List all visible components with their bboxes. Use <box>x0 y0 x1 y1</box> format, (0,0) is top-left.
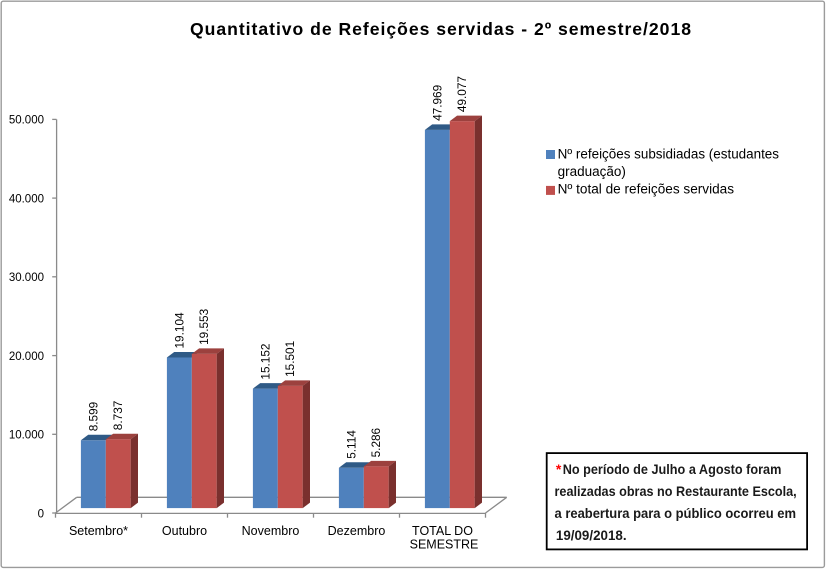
svg-text:realizadas obras no Restaurant: realizadas obras no Restaurante Escola, <box>555 483 797 499</box>
svg-text:Dezembro: Dezembro <box>328 524 386 538</box>
svg-text:15.501: 15.501 <box>283 341 297 377</box>
svg-text:47.969: 47.969 <box>430 85 444 121</box>
svg-text:No período de Julho a Agosto f: No período de Julho a Agosto foram <box>563 461 782 477</box>
svg-text:20.000: 20.000 <box>9 351 44 363</box>
svg-text:*: * <box>556 461 562 477</box>
svg-text:30.000: 30.000 <box>9 272 44 284</box>
svg-text:5.114: 5.114 <box>344 430 358 459</box>
svg-text:a reabertura para o público oc: a reabertura para o público ocorreu em <box>555 505 797 521</box>
svg-text:Quantitativo de Refeições serv: Quantitativo de Refeições servidas - 2º … <box>190 19 691 39</box>
svg-text:19.104: 19.104 <box>172 312 186 349</box>
svg-text:Outubro: Outubro <box>162 524 207 538</box>
svg-text:graduação): graduação) <box>558 164 626 179</box>
svg-text:Setembro*: Setembro* <box>69 524 128 538</box>
svg-text:40.000: 40.000 <box>9 193 44 205</box>
svg-text:50.000: 50.000 <box>9 115 44 127</box>
svg-text:15.152: 15.152 <box>258 344 272 380</box>
svg-text:8.599: 8.599 <box>86 402 100 432</box>
svg-text:49.077: 49.077 <box>455 76 469 112</box>
svg-text:TOTAL DO: TOTAL DO <box>412 524 473 538</box>
svg-text:19.553: 19.553 <box>197 308 211 345</box>
svg-text:SEMESTRE: SEMESTRE <box>410 538 479 552</box>
svg-text:0: 0 <box>38 508 44 520</box>
svg-text:19/09/2018.: 19/09/2018. <box>556 527 627 543</box>
svg-text:8.737: 8.737 <box>111 401 125 431</box>
svg-text:Novembro: Novembro <box>242 524 300 538</box>
svg-text:5.286: 5.286 <box>369 427 383 457</box>
svg-text:Nº total de refeições servidas: Nº total de refeições servidas <box>558 182 735 197</box>
svg-text:10.000: 10.000 <box>9 430 44 442</box>
svg-text:Nº refeições subsidiadas (estu: Nº refeições subsidiadas (estudantes <box>558 146 780 161</box>
